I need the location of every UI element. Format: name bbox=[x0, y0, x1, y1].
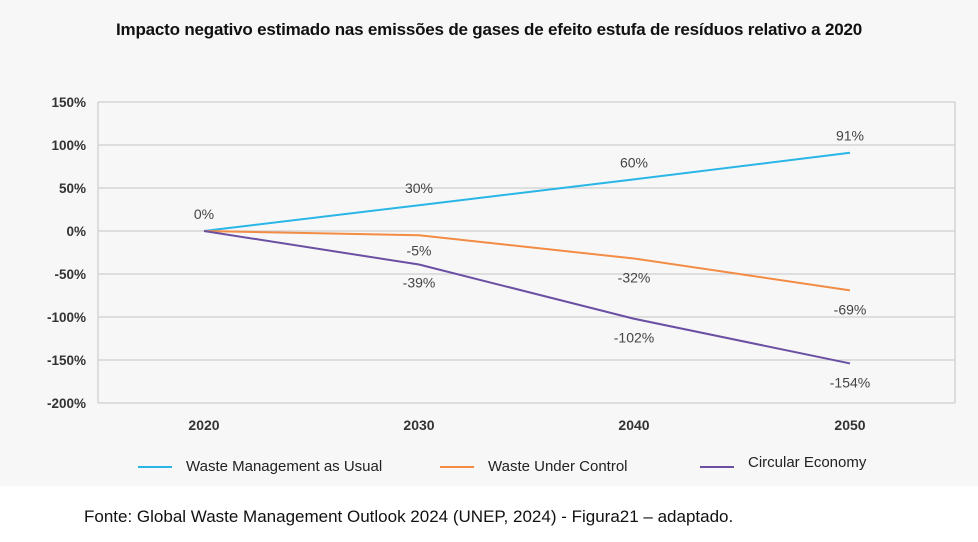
x-tick-label: 2050 bbox=[834, 417, 865, 433]
y-tick-label: -50% bbox=[54, 267, 86, 282]
legend-item-waste-under-control: Waste Under Control bbox=[440, 458, 628, 475]
data-label: 60% bbox=[620, 154, 648, 170]
legend: Waste Management as Usual Waste Under Co… bbox=[0, 454, 978, 478]
legend-item-waste-management-as-usual: Waste Management as Usual bbox=[138, 458, 382, 475]
y-axis-ticks: 150% 100% 50% 0% -50% -100% -150% -200% bbox=[47, 95, 86, 411]
legend-label: Circular Economy bbox=[748, 454, 867, 471]
series-line-circular-economy bbox=[203, 230, 851, 365]
data-label: 91% bbox=[836, 128, 864, 144]
line-chart: 150% 100% 50% 0% -50% -100% -150% -200% 2020 203… bbox=[47, 95, 956, 433]
y-tick-label: 100% bbox=[51, 138, 86, 153]
x-tick-label: 2020 bbox=[188, 417, 219, 433]
y-tick-label: -150% bbox=[47, 353, 86, 368]
data-label: 30% bbox=[405, 180, 433, 196]
data-label: -154% bbox=[830, 374, 870, 390]
data-label: -5% bbox=[407, 242, 432, 258]
chart-title: Impacto negativo estimado nas emissões d… bbox=[116, 20, 862, 39]
series-line-waste-under-control bbox=[203, 230, 851, 292]
y-tick-label: 50% bbox=[59, 181, 86, 196]
legend-label: Waste Under Control bbox=[488, 458, 628, 475]
legend-swatch bbox=[138, 465, 172, 468]
grid bbox=[97, 101, 956, 404]
x-tick-label: 2030 bbox=[403, 417, 434, 433]
legend-label: Waste Management as Usual bbox=[186, 458, 383, 475]
y-tick-label: 150% bbox=[51, 95, 86, 110]
source-caption: Fonte: Global Waste Management Outlook 2… bbox=[84, 507, 734, 526]
x-axis-ticks: 2020 2030 2040 2050 bbox=[188, 417, 865, 433]
legend-swatch bbox=[700, 465, 734, 468]
data-label: -39% bbox=[403, 275, 436, 291]
data-label: -69% bbox=[834, 301, 867, 317]
data-label: 0% bbox=[194, 206, 214, 222]
series-line-waste-management-as-usual bbox=[203, 151, 851, 232]
series-lines bbox=[203, 151, 851, 365]
legend-swatch bbox=[440, 465, 474, 468]
data-label: -102% bbox=[614, 330, 654, 346]
data-label: -32% bbox=[618, 270, 651, 286]
y-tick-label: 0% bbox=[66, 224, 86, 239]
legend-item-circular-economy: Circular Economy bbox=[700, 454, 866, 471]
y-tick-label: -100% bbox=[47, 310, 86, 325]
x-tick-label: 2040 bbox=[618, 417, 649, 433]
y-tick-label: -200% bbox=[47, 396, 86, 411]
data-labels: 0% 30% 60% 91% -5% -32% -69% -39% -102% -154% bbox=[194, 128, 870, 391]
